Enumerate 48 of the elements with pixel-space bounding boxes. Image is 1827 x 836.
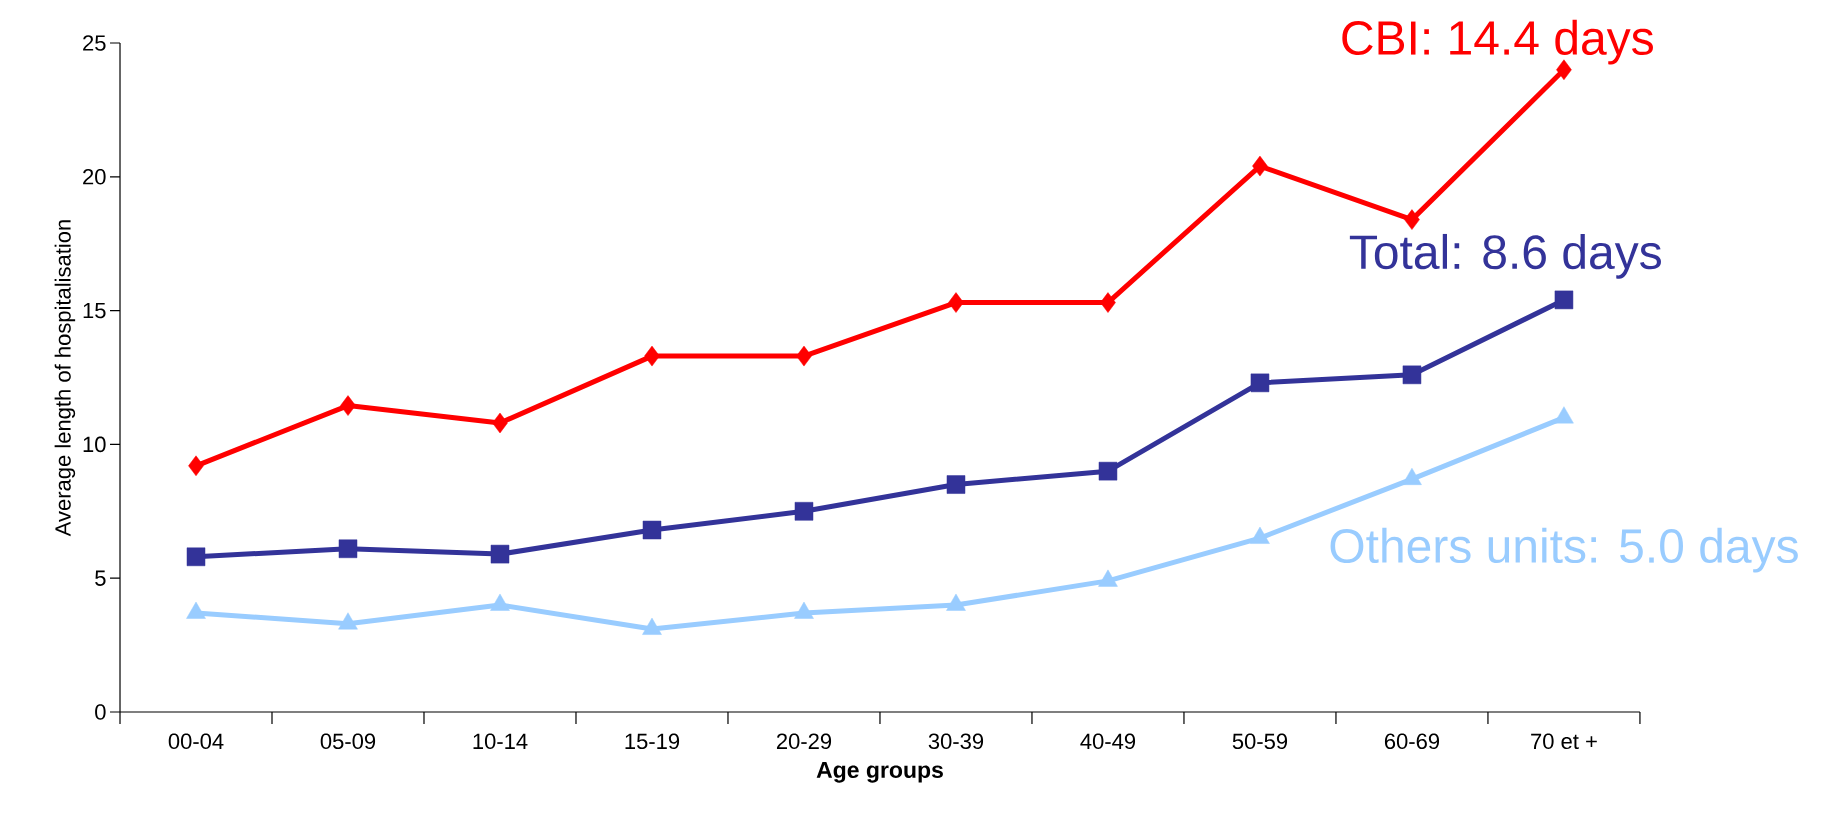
x-tick-label: 00-04 <box>168 733 224 750</box>
point <box>492 412 508 434</box>
y-tick-label: 20 <box>83 169 106 185</box>
point <box>948 292 964 313</box>
x-tick-label: 20-29 <box>776 733 832 750</box>
point <box>794 502 814 521</box>
point <box>490 593 510 611</box>
point <box>186 601 206 619</box>
x-tick-label: 10-14 <box>473 733 528 750</box>
point <box>946 475 966 494</box>
point <box>1252 155 1268 177</box>
series-label: Others units: 5.0 days <box>1330 527 1798 573</box>
x-tick-label: 30-39 <box>928 733 984 750</box>
point <box>796 345 812 367</box>
point <box>1250 526 1270 544</box>
point <box>338 612 358 630</box>
point <box>340 395 356 416</box>
point <box>642 520 662 540</box>
y-axis-title: Average length of hospitalisation <box>54 220 76 537</box>
point <box>1402 365 1422 385</box>
point <box>644 345 660 367</box>
point <box>1098 461 1118 481</box>
y-tick-label: 15 <box>83 302 106 319</box>
y-tick-label: 0 <box>95 704 106 720</box>
x-tick-label: 60-69 <box>1384 733 1440 750</box>
point <box>794 601 814 619</box>
x-axis-title: Age groups <box>816 761 943 783</box>
point <box>642 617 662 635</box>
point <box>1404 209 1420 230</box>
y-tick-label: 5 <box>95 570 106 586</box>
x-tick-label: 50-59 <box>1232 733 1288 750</box>
point <box>188 455 204 477</box>
point <box>1100 292 1116 313</box>
x-tick-label: 15-19 <box>625 733 680 750</box>
y-tick-label: 10 <box>83 436 106 453</box>
series-label: CBI: 14.4 days <box>1342 19 1653 65</box>
x-tick-label: 05-09 <box>320 733 376 750</box>
y-tick-label: 25 <box>83 35 106 51</box>
point <box>490 544 510 564</box>
point <box>1250 373 1270 393</box>
x-tick-label: 70 et + <box>1531 733 1597 750</box>
point <box>1554 290 1574 310</box>
point <box>1098 569 1118 587</box>
point <box>1554 406 1574 424</box>
series-label: Total: 8.6 days <box>1349 233 1661 279</box>
point <box>1402 467 1422 485</box>
point <box>946 593 966 611</box>
x-tick-label: 40-49 <box>1080 733 1136 750</box>
